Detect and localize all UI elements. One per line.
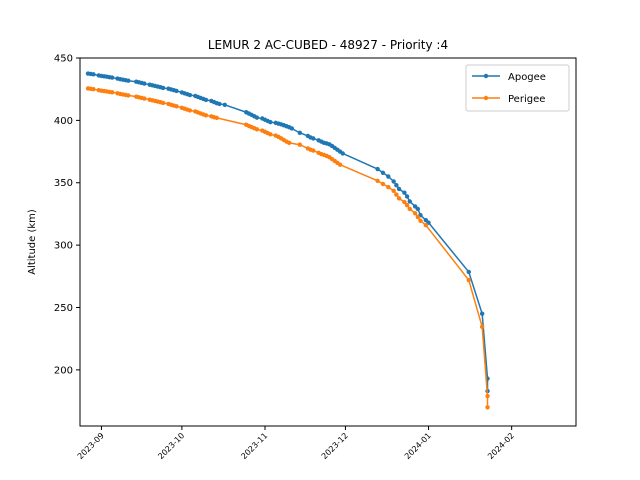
x-tick-label: 2024-02 [486,431,516,461]
y-tick-label: 350 [54,178,73,189]
apogee-point [174,88,179,94]
perigee-point [126,93,131,98]
perigee-point [268,132,273,137]
apogee-point [479,311,485,316]
perigee-point [485,405,490,410]
perigee-point [380,181,386,187]
apogee-point [268,119,273,125]
y-tick-label: 200 [54,365,73,376]
apogee-point [126,78,131,83]
x-tick-label: 2023-12 [320,431,350,461]
apogee-point [187,92,193,98]
apogee-point [466,269,471,275]
perigee-point [391,188,396,194]
perigee-point [404,203,410,208]
perigee-point [402,199,407,205]
plot-frame [79,57,577,427]
apogee-point [402,190,407,195]
perigee-point [286,140,292,146]
perigee-point [337,162,343,167]
perigee-point [142,96,147,101]
apogee-point [386,174,391,179]
apogee-point [297,130,303,136]
apogee-point [160,85,166,91]
perigee-point [311,148,316,153]
apogee-point [391,179,396,184]
apogee-point [375,166,380,172]
x-tick-label: 2023-09 [76,431,106,461]
legend-perigee-label: Perigee [508,94,545,105]
y-tick-label: 250 [54,303,73,314]
y-axis-title: Altitude (km) [27,209,38,275]
perigee-point [407,206,412,212]
x-tick-label: 2023-10 [156,431,186,461]
apogee-point [217,101,222,107]
apogee-point [380,170,386,175]
legend: Apogee Perigee [465,64,570,112]
apogee-point [394,183,399,188]
perigee-point [386,184,391,190]
perigee-point [91,86,96,92]
perigee-line [87,87,489,408]
legend-apogee-label: Apogee [508,72,546,83]
perigee-point [412,211,418,216]
perigee-point [485,393,490,399]
axes: 200 250 300 350 400 450 2023-09 2023-10 2023-11 2… [54,54,577,461]
perigee-point [203,113,209,118]
chart-title: LEMUR 2 AC-CUBED - 48927 - Priority :4 [208,38,448,52]
perigee-point [254,127,260,132]
perigee-point [396,196,402,201]
apogee-point [311,136,316,141]
apogee-point [222,102,227,107]
apogee-point [407,199,412,204]
perigee-point [423,222,429,228]
y-tick-label: 400 [54,116,73,127]
y-tick-label: 300 [54,241,73,252]
apogee-point [91,72,96,77]
perigee-point [375,178,380,184]
x-tick-label: 2023-11 [239,431,269,461]
x-tick-label: 2024-01 [403,431,433,461]
perigee-point [297,142,303,147]
apogee-point [396,186,402,192]
perigee-point [214,115,219,121]
legend-perigee-marker [483,95,489,101]
perigee-point [415,214,421,220]
legend-apogee-marker [483,73,489,79]
perigee-point [174,104,179,109]
apogee-point [415,206,421,212]
perigee-point [109,90,115,95]
perigee-point [187,108,193,113]
apogee-point [289,126,295,131]
apogee-point [109,75,115,80]
apogee-point [254,115,260,120]
apogee-line [87,72,489,392]
apogee-point [142,81,147,86]
perigee-point [160,100,166,106]
plot-area [85,71,490,410]
apogee-point [340,151,345,156]
y-tick-label: 450 [54,54,73,65]
perigee-point [466,277,471,283]
perigee-point [479,324,485,330]
apogee-point [203,97,209,103]
perigee-point [418,218,423,223]
perigee-point [394,192,399,197]
apogee-point [404,194,410,199]
